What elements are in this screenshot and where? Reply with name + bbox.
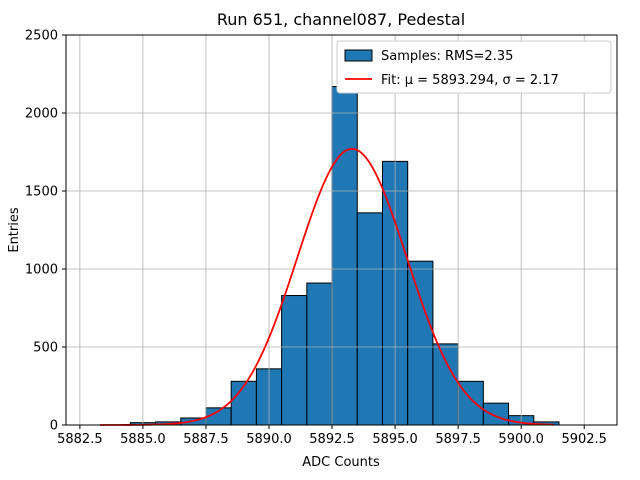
legend-samples-swatch — [344, 49, 373, 62]
legend-samples-label: Samples: RMS=2.35 — [381, 49, 513, 64]
x-tick-label: 5900.0 — [498, 432, 544, 447]
histogram-bar — [331, 85, 358, 426]
x-tick-label: 5890.0 — [246, 432, 292, 447]
histogram-bar — [230, 380, 257, 426]
y-tick-label: 0 — [50, 419, 58, 434]
histogram-bar — [281, 295, 308, 426]
legend-fit-label: Fit: μ = 5893.294, σ = 2.17 — [381, 73, 559, 88]
y-axis-label: Entries — [7, 207, 22, 253]
histogram-bar — [432, 343, 459, 426]
plot-border — [65, 34, 618, 426]
y-tick-label: 2000 — [25, 107, 58, 122]
x-tick-label: 5882.5 — [57, 432, 103, 447]
x-tick-label: 5887.5 — [183, 432, 229, 447]
x-tick-label: 5902.5 — [561, 432, 607, 447]
y-tick-label: 2500 — [25, 29, 58, 44]
histogram-bar — [306, 282, 333, 426]
histogram-bars-layer — [129, 85, 560, 426]
x-tick-label: 5885.0 — [120, 432, 166, 447]
chart-title: Run 651, channel087, Pedestal — [217, 10, 465, 29]
histogram-bar — [482, 402, 510, 426]
ticks-layer: 5882.5 5885.0 5887.5 5890.0 5892.5 5895.0 5897… — [25, 29, 607, 448]
x-tick-label: 5892.5 — [309, 432, 355, 447]
x-tick-label: 5895.0 — [372, 432, 418, 447]
histogram-bar — [356, 212, 383, 426]
histogram-bar — [407, 260, 434, 426]
gaussian-fit-curve — [100, 147, 554, 426]
y-tick-label: 1000 — [25, 263, 58, 278]
x-tick-label: 5897.5 — [435, 432, 481, 447]
y-tick-label: 500 — [33, 341, 58, 356]
legend: Samples: RMS=2.35 Fit: μ = 5893.294, σ =… — [336, 40, 612, 94]
legend-box — [336, 40, 612, 94]
x-axis-label: ADC Counts — [302, 455, 380, 470]
y-tick-label: 1500 — [25, 185, 58, 200]
